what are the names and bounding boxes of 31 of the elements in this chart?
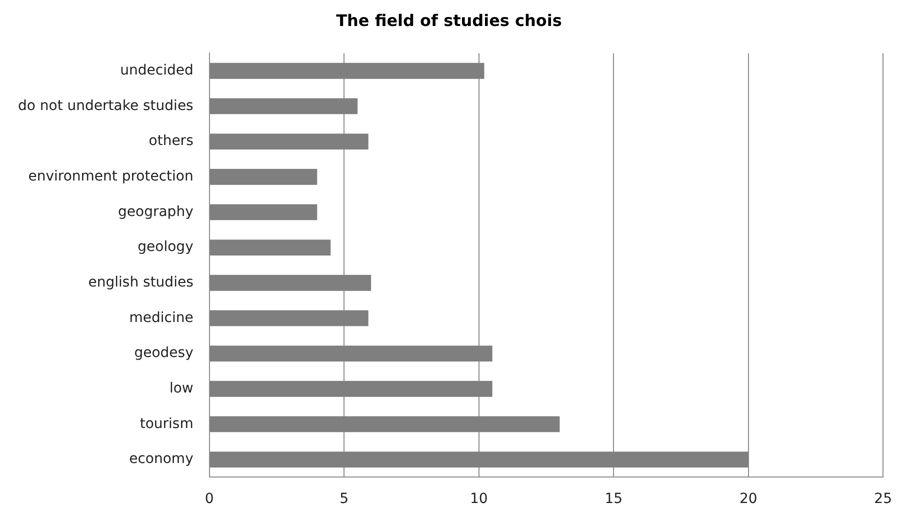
bar (210, 310, 368, 326)
y-tick-label: others (148, 133, 194, 150)
bar (210, 98, 358, 114)
x-tick-label: 10 (470, 491, 488, 508)
bar (210, 240, 331, 256)
bar (210, 204, 318, 220)
y-tick-label: do not undertake studies (18, 98, 194, 114)
bar (210, 380, 492, 397)
bar (210, 274, 372, 291)
x-tick-label: 5 (340, 491, 349, 508)
y-tick-label: environment protection (28, 168, 194, 185)
bar (210, 134, 368, 150)
y-tick-label: geography (118, 204, 194, 220)
y-tick-label: geology (138, 239, 194, 256)
x-tick-label: 0 (204, 491, 214, 508)
bar (210, 416, 560, 432)
y-tick-label: undecided (120, 62, 194, 79)
x-tick-label: 20 (739, 491, 758, 508)
bar (210, 168, 318, 185)
y-tick-label: english studies (88, 274, 194, 291)
y-tick-label: low (169, 380, 194, 397)
chart-title: The field of studies chois (336, 10, 562, 30)
bar (210, 452, 748, 468)
y-tick-label: tourism (140, 416, 194, 432)
x-tick-label: 15 (604, 491, 623, 508)
y-tick-label: geodesy (134, 345, 194, 362)
x-tick-label: 25 (874, 491, 892, 508)
y-tick-label: economy (129, 451, 194, 468)
y-tick-label: medicine (129, 310, 194, 326)
bar (210, 346, 492, 362)
bar (210, 62, 484, 79)
